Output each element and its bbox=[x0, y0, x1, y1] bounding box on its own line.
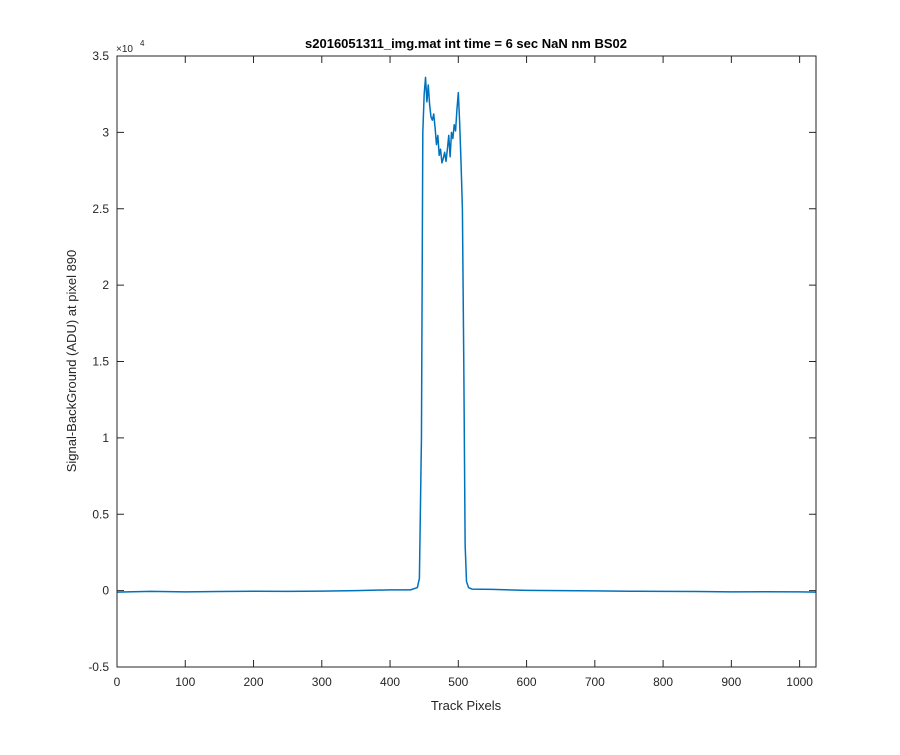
y-axis-label: Signal-BackGround (ADU) at pixel 890 bbox=[64, 250, 79, 473]
y-tick-label: 0 bbox=[102, 584, 109, 598]
data-series-line bbox=[116, 76, 817, 593]
x-tick-label: 200 bbox=[244, 675, 264, 689]
x-tick-label: 400 bbox=[380, 675, 400, 689]
x-tick-label: 300 bbox=[312, 675, 332, 689]
y-tick-label: -0.5 bbox=[88, 660, 109, 674]
x-axis-label: Track Pixels bbox=[431, 698, 502, 713]
y-tick-label: 2.5 bbox=[92, 202, 109, 216]
x-axis-ticks: 0 100 200 300 400 500 600 700 800 900 1000 bbox=[114, 56, 813, 689]
x-tick-label: 1000 bbox=[786, 675, 813, 689]
x-tick-label: 600 bbox=[517, 675, 537, 689]
exponent-power: 4 bbox=[140, 39, 145, 48]
y-tick-label: 3 bbox=[102, 125, 109, 139]
y-tick-label: 1.5 bbox=[92, 355, 109, 369]
y-tick-label: 2 bbox=[102, 278, 109, 292]
x-tick-label: 0 bbox=[114, 675, 121, 689]
exponent-label: ×10 4 bbox=[116, 39, 145, 55]
x-tick-label: 700 bbox=[585, 675, 605, 689]
x-tick-label: 800 bbox=[653, 675, 673, 689]
chart-title: s2016051311_img.mat int time = 6 sec NaN… bbox=[305, 36, 627, 51]
y-tick-label: 1 bbox=[102, 431, 109, 445]
y-axis-ticks: -0.5 0 0.5 1 1.5 2 2.5 3 3.5 bbox=[88, 49, 816, 674]
axes-box bbox=[116, 55, 817, 668]
x-tick-label: 900 bbox=[721, 675, 741, 689]
exponent-base: ×10 bbox=[116, 44, 133, 55]
y-tick-label: 3.5 bbox=[92, 49, 109, 63]
y-tick-label: 0.5 bbox=[92, 507, 109, 521]
x-tick-label: 100 bbox=[175, 675, 195, 689]
x-tick-label: 500 bbox=[448, 675, 468, 689]
